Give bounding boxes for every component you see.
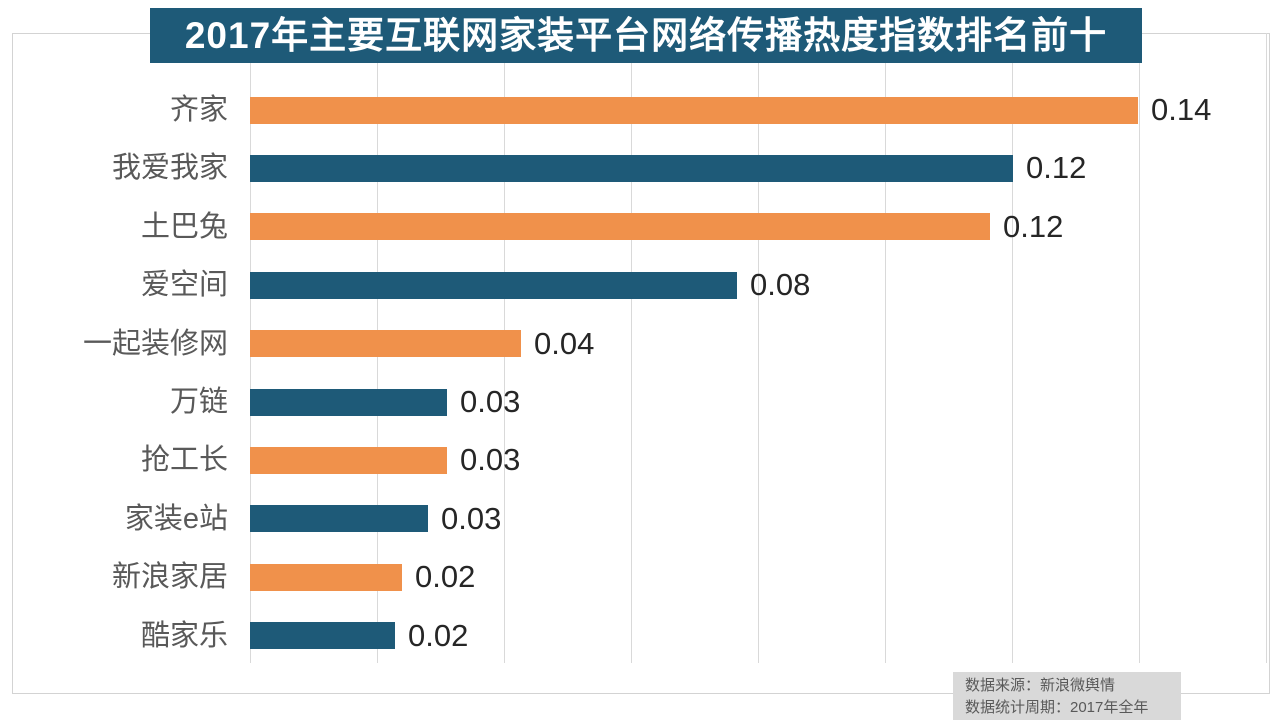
category-label: 抢工长 [140, 444, 228, 476]
value-label: 0.03 [460, 442, 521, 477]
category-label: 我爱我家 [111, 152, 228, 184]
bar [250, 330, 521, 357]
bar [250, 213, 990, 240]
bar [250, 447, 447, 474]
value-label: 0.08 [750, 267, 811, 302]
vertical-gridline [758, 33, 759, 663]
value-label: 0.02 [415, 559, 476, 594]
value-label: 0.14 [1151, 92, 1212, 127]
value-label: 0.03 [460, 384, 521, 419]
value-label: 0.02 [408, 618, 469, 653]
value-label: 0.12 [1003, 209, 1064, 244]
value-label: 0.03 [441, 501, 502, 536]
data-source-line: 数据来源：新浪微舆情 [965, 677, 1116, 694]
category-label: 万链 [169, 386, 228, 418]
category-label: 爱空间 [140, 269, 228, 301]
vertical-gridline [885, 33, 886, 663]
chart-frame [12, 33, 1270, 694]
category-label: 家装e站 [124, 503, 228, 535]
bar [250, 97, 1138, 124]
bar [250, 564, 402, 591]
value-label: 0.12 [1026, 150, 1087, 185]
category-label: 齐家 [169, 94, 228, 126]
category-label: 土巴兔 [140, 211, 228, 243]
bar [250, 272, 737, 299]
bar [250, 505, 428, 532]
vertical-gridline [631, 33, 632, 663]
bar [250, 155, 1013, 182]
vertical-gridline [1139, 33, 1140, 663]
category-label: 新浪家居 [111, 561, 228, 593]
data-period-line: 数据统计周期：2017年全年 [965, 699, 1149, 716]
chart-title: 2017年主要互联网家装平台网络传播热度指数排名前十 [150, 8, 1142, 63]
vertical-gridline [1012, 33, 1013, 663]
value-label: 0.04 [534, 326, 595, 361]
bar [250, 389, 447, 416]
bar [250, 622, 395, 649]
category-label: 酷家乐 [140, 620, 228, 652]
vertical-gridline [1266, 33, 1267, 663]
data-source-note: 数据来源：新浪微舆情 数据统计周期：2017年全年 [953, 672, 1181, 720]
category-label: 一起装修网 [82, 328, 228, 360]
